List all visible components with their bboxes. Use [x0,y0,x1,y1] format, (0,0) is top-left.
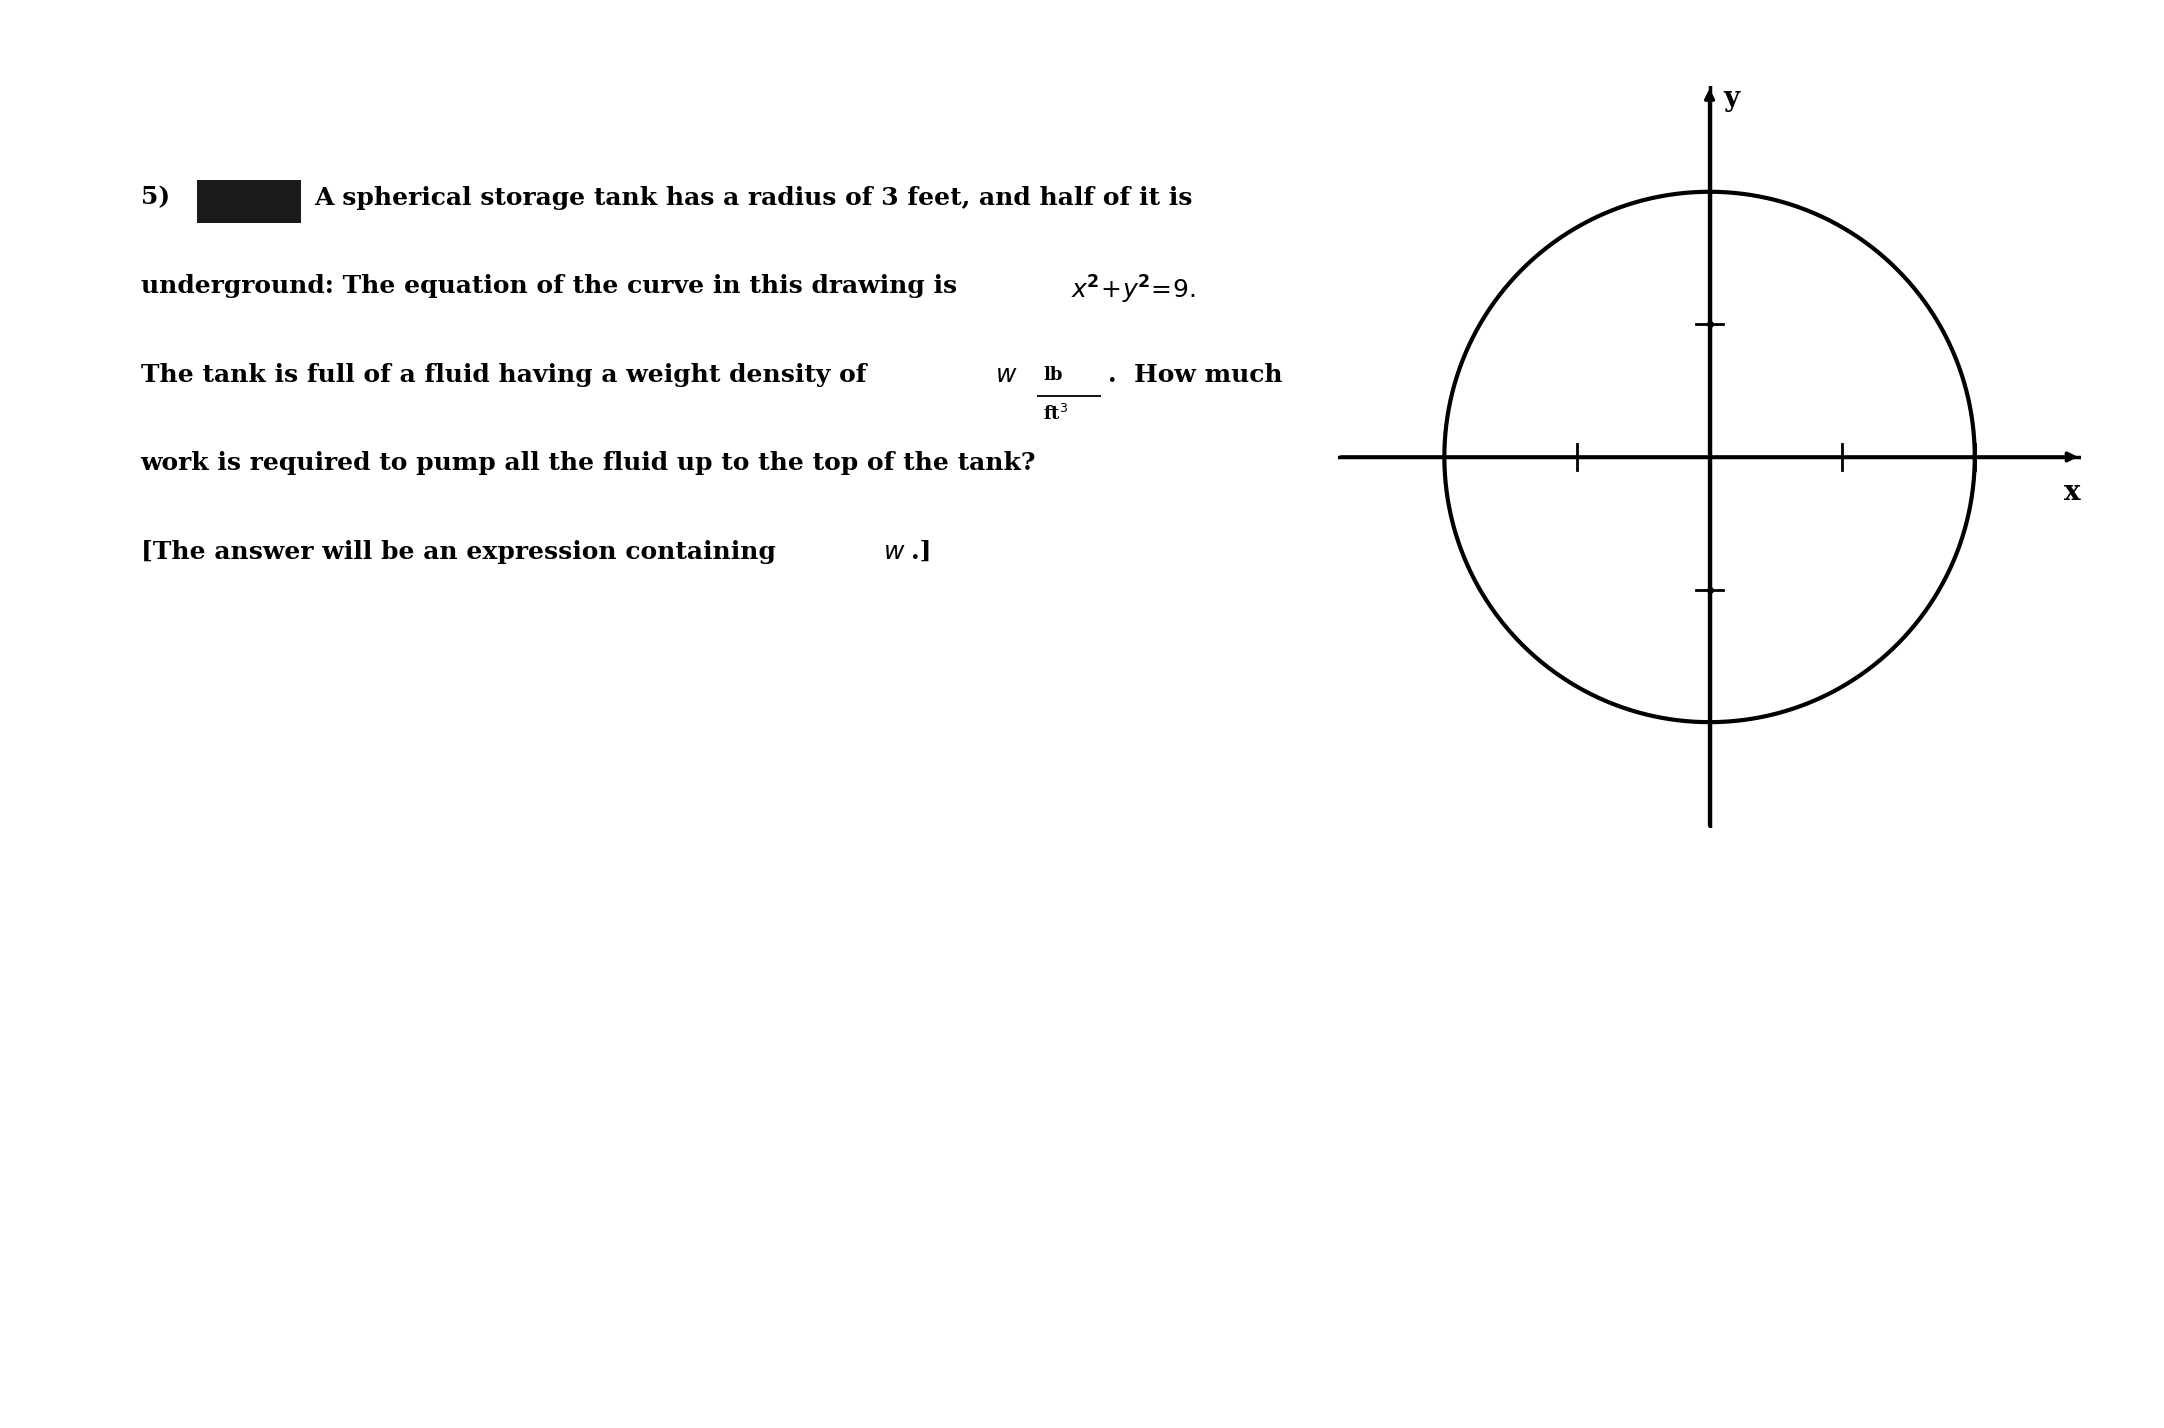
Text: The tank is full of a fluid having a weight density of: The tank is full of a fluid having a wei… [141,363,874,387]
Text: 5): 5) [141,186,180,210]
Text: .  How much: . How much [1108,363,1283,387]
Text: work is required to pump all the fluid up to the top of the tank?: work is required to pump all the fluid u… [141,451,1037,476]
Text: $\mathbf{\mathit{w}}$: $\mathbf{\mathit{w}}$ [883,540,905,564]
Text: x: x [2064,478,2080,506]
Text: lb: lb [1043,366,1063,384]
Text: [The answer will be an expression containing: [The answer will be an expression contai… [141,540,783,564]
Text: A spherical storage tank has a radius of 3 feet, and half of it is: A spherical storage tank has a radius of… [314,186,1192,210]
Text: $\mathbf{\mathit{x}}^{\mathbf{2}}\!+\!\mathbf{\mathit{y}}^{\mathbf{2}}\!=\!9$.: $\mathbf{\mathit{x}}^{\mathbf{2}}\!+\!\m… [1071,274,1197,307]
Text: .]: .] [911,540,931,564]
Text: ft$^3$: ft$^3$ [1043,404,1069,424]
Text: y: y [1723,86,1740,113]
Bar [197,180,301,223]
Text: underground: The equation of the curve in this drawing is: underground: The equation of the curve i… [141,274,965,298]
Text: $\mathbf{\mathit{w}}$: $\mathbf{\mathit{w}}$ [995,363,1017,387]
